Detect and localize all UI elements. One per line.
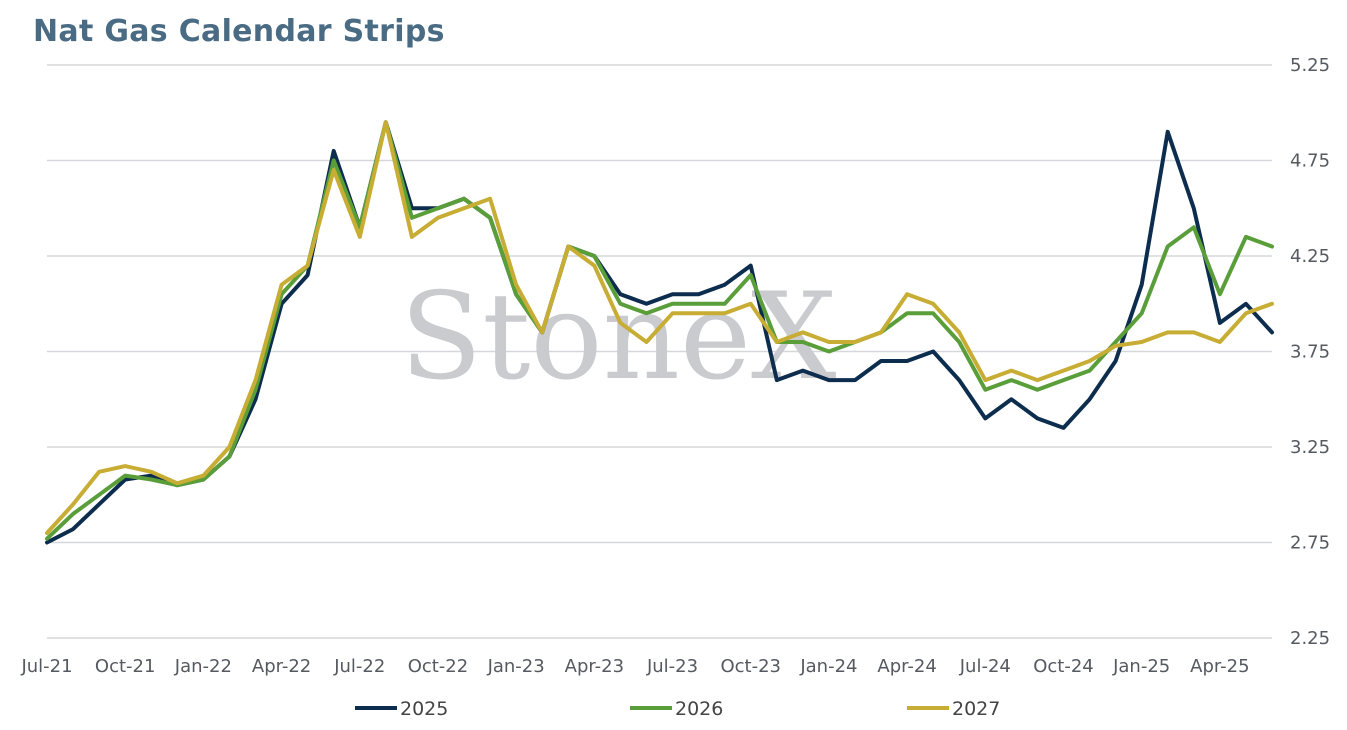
x-tick-label: Jul-24 <box>959 656 1011 677</box>
legend-label: 2027 <box>952 698 1000 720</box>
x-tick-label: Oct-22 <box>408 656 469 677</box>
legend: 2025 2026 2027 <box>355 698 1000 720</box>
series-line-2027 <box>45 120 1274 535</box>
y-tick-label: 4.25 <box>1290 246 1330 267</box>
y-axis-ticks: 5.25 4.75 4.25 3.75 3.25 2.75 2.25 <box>1290 55 1330 649</box>
x-tick-label: Jan-25 <box>1112 656 1170 677</box>
legend-label: 2026 <box>675 698 723 720</box>
x-tick-label: Oct-24 <box>1033 656 1094 677</box>
x-tick-label: Jan-24 <box>799 656 857 677</box>
x-tick-label: Oct-23 <box>720 656 781 677</box>
x-tick-label: Jul-22 <box>333 656 385 677</box>
y-tick-label: 2.25 <box>1290 628 1330 649</box>
y-tick-label: 3.25 <box>1290 437 1330 458</box>
legend-label: 2025 <box>400 698 448 720</box>
x-tick-label: Apr-24 <box>877 656 936 677</box>
series-group <box>45 120 1274 545</box>
x-tick-label: Jul-21 <box>20 656 72 677</box>
chart-title: Nat Gas Calendar Strips <box>33 14 445 49</box>
x-tick-label: Apr-22 <box>252 656 311 677</box>
y-tick-label: 2.75 <box>1290 533 1330 554</box>
x-tick-label: Jul-23 <box>646 656 698 677</box>
y-tick-label: 3.75 <box>1290 342 1330 363</box>
x-axis-ticks: Jul-21 Oct-21 Jan-22 Apr-22 Jul-22 Oct-22 Jan-… <box>20 656 1249 677</box>
y-tick-label: 5.25 <box>1290 55 1330 76</box>
x-tick-label: Jan-22 <box>174 656 232 677</box>
x-tick-label: Jan-23 <box>487 656 545 677</box>
y-tick-label: 4.75 <box>1290 151 1330 172</box>
grid-lines <box>47 64 1272 639</box>
series-line-2026 <box>45 120 1274 541</box>
x-tick-label: Apr-23 <box>565 656 624 677</box>
x-tick-label: Apr-25 <box>1190 656 1249 677</box>
series-line-2025 <box>45 120 1274 545</box>
x-tick-label: Oct-21 <box>95 656 156 677</box>
